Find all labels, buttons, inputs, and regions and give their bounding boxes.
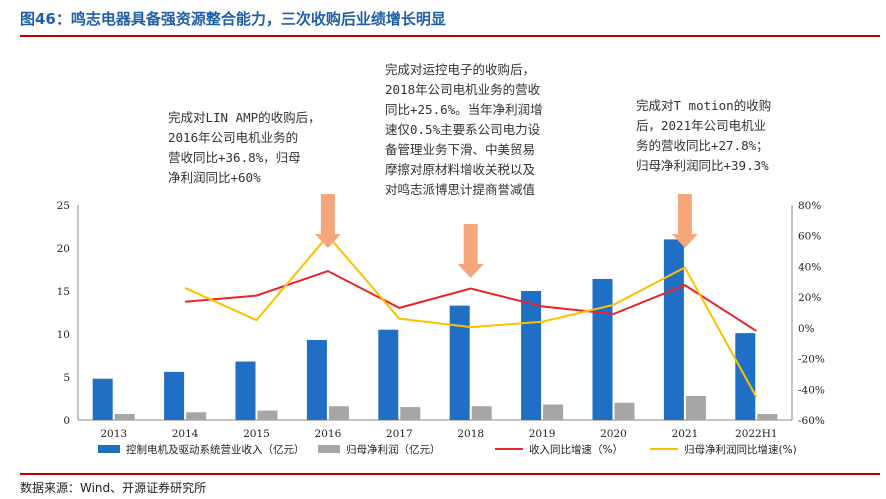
x-axis-tick-label: 2013 <box>100 428 127 440</box>
right-axis-tick-label: 60% <box>798 231 821 243</box>
title-rule <box>20 35 880 37</box>
annotation-line: 营收同比+36.8%，归母 <box>168 150 301 165</box>
annotation-line: 对鸣志派博思计提商誉减值 <box>385 182 536 197</box>
legend-swatch <box>98 445 120 453</box>
annotation-line: 2016年公司电机业务的 <box>168 130 299 145</box>
legend-label: 收入同比增速（%） <box>529 443 623 456</box>
revenue-bar <box>164 371 185 420</box>
net-profit-bar <box>186 412 207 420</box>
left-axis-tick-label: 25 <box>57 200 70 212</box>
net-profit-bar <box>257 410 278 420</box>
data-source: 数据来源：Wind、开源证券研究所 <box>20 481 207 495</box>
right-axis-tick-label: 80% <box>798 200 821 212</box>
revenue-growth-line <box>185 269 757 332</box>
net-profit-bar <box>543 404 564 420</box>
revenue-bar <box>378 329 399 420</box>
right-axis-tick-label: 40% <box>798 261 821 273</box>
left-axis-tick-label: 10 <box>57 329 70 341</box>
x-axis-tick-label: 2014 <box>172 428 199 440</box>
profit-growth-line <box>184 234 758 398</box>
left-axis-tick-label: 0 <box>63 415 70 427</box>
annotation-line: 备管理业务下滑、中美贸易 <box>385 142 536 157</box>
x-axis-tick-label: 2020 <box>600 428 627 440</box>
left-axis-tick-label: 15 <box>57 286 70 298</box>
annotation-line: 完成对LIN AMP的收购后， <box>168 110 321 125</box>
acquisition-arrow-icon <box>671 194 698 248</box>
acquisition-arrow-icon <box>314 194 341 248</box>
right-axis-tick-label: 20% <box>798 292 821 304</box>
net-profit-bar <box>328 406 349 420</box>
left-axis-tick-label: 20 <box>57 243 70 255</box>
annotation-line: 同比+25.6%。当年净利润增 <box>385 102 543 117</box>
annotation-line: 务的营收同比+27.8%； <box>636 138 769 153</box>
annotation-2016: 完成对LIN AMP的收购后， 2016年公司电机业务的 营收同比+36.8%，… <box>168 108 321 188</box>
annotation-line: 2018年公司电机业务的营收 <box>385 82 541 97</box>
acquisition-arrow-icon <box>457 224 484 278</box>
x-axis-tick-label: 2022H1 <box>735 428 778 440</box>
annotation-line: 归母净利润同比+39.3% <box>636 158 769 173</box>
revenue-bar <box>92 378 113 420</box>
annotation-line: 完成对运控电子的收购后， <box>385 62 536 77</box>
net-profit-bar <box>614 402 635 420</box>
annotation-line: 净利润同比+60% <box>168 170 261 185</box>
net-profit-bar <box>757 413 778 420</box>
revenue-bar <box>521 291 542 420</box>
net-profit-bar <box>114 413 135 420</box>
revenue-bar <box>592 278 613 420</box>
right-axis-tick-label: -40% <box>798 384 825 396</box>
x-axis-tick-label: 2016 <box>315 428 342 440</box>
x-axis-tick-label: 2018 <box>457 428 484 440</box>
net-profit-bar <box>400 407 421 420</box>
legend-label: 归母净利润同比增速(%) <box>684 443 797 456</box>
chart-title: 图46：鸣志电器具备强资源整合能力，三次收购后业绩增长明显 <box>20 10 446 28</box>
revenue-bar <box>306 340 327 420</box>
footer-rule <box>20 473 880 475</box>
annotation-line: 后，2021年公司电机业 <box>636 118 767 133</box>
annotation-line: 速仅0.5%主要系公司电力设 <box>385 122 541 137</box>
left-axis-tick-label: 5 <box>63 372 70 384</box>
legend-label: 归母净利润（亿元） <box>346 443 441 456</box>
x-axis-tick-label: 2015 <box>243 428 270 440</box>
revenue-bar <box>235 361 256 420</box>
right-axis-tick-label: 0% <box>798 323 815 335</box>
annotation-line: 摩擦对原材料增收关税以及 <box>385 162 536 177</box>
revenue-bar <box>663 239 684 420</box>
x-axis-tick-label: 2017 <box>386 428 413 440</box>
revenue-bar <box>449 305 470 420</box>
annotation-2018: 完成对运控电子的收购后， 2018年公司电机业务的营收 同比+25.6%。当年净… <box>385 60 543 200</box>
x-axis-tick-label: 2021 <box>672 428 699 440</box>
legend-swatch <box>318 445 340 453</box>
legend-label: 控制电机及驱动系统营业收入（亿元） <box>126 443 305 456</box>
right-axis-tick-label: -20% <box>798 354 825 366</box>
right-axis-tick-label: -60% <box>798 415 825 427</box>
annotation-2021: 完成对T motion的收购 后，2021年公司电机业 务的营收同比+27.8%… <box>636 96 771 176</box>
annotation-line: 完成对T motion的收购 <box>636 98 772 113</box>
x-axis-tick-label: 2019 <box>529 428 556 440</box>
net-profit-bar <box>471 406 492 420</box>
net-profit-bar <box>685 395 706 420</box>
